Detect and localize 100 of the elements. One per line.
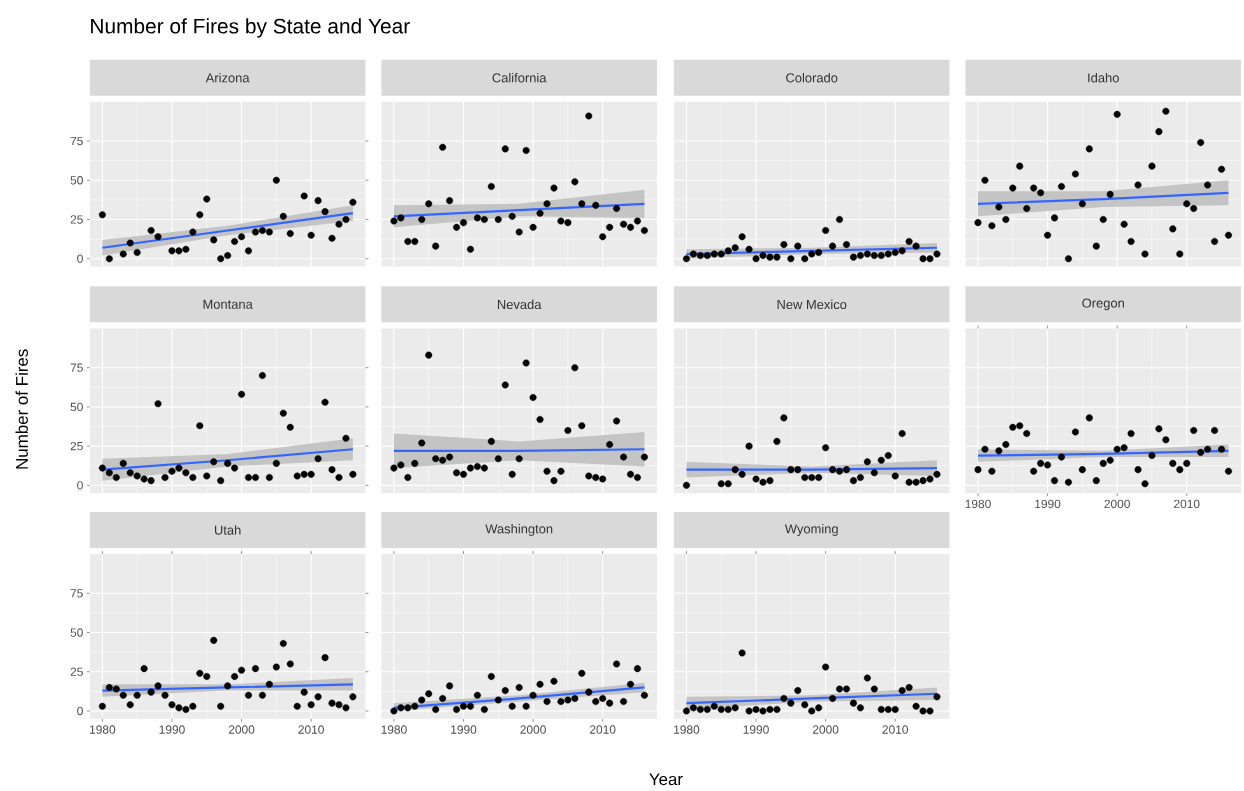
point [238, 233, 246, 241]
point [175, 464, 183, 472]
point [460, 219, 467, 227]
point [1183, 460, 1191, 468]
point [1106, 456, 1114, 464]
point [1197, 139, 1205, 147]
x-tick-label: 2000 [520, 725, 546, 734]
point [154, 233, 162, 241]
point [633, 217, 641, 225]
point [529, 691, 537, 699]
point [905, 238, 913, 246]
point [787, 466, 795, 474]
y-axis-title: Number of Fires [15, 349, 28, 469]
point [342, 704, 350, 712]
point [390, 464, 398, 472]
point [773, 438, 781, 446]
point [210, 458, 218, 466]
point [870, 252, 878, 260]
chart-title: California [492, 73, 547, 83]
point [349, 198, 357, 206]
point [105, 469, 113, 477]
point [314, 693, 322, 701]
y-tick-label: 25 [70, 215, 83, 224]
point [717, 250, 725, 258]
x-tick-label: 2010 [1174, 499, 1200, 509]
point [633, 665, 641, 673]
point [703, 706, 711, 714]
point [564, 219, 572, 227]
point [418, 216, 426, 224]
point [300, 471, 308, 478]
point [1211, 238, 1219, 246]
chart-title: Utah [214, 525, 241, 535]
point [390, 707, 398, 715]
point [251, 474, 259, 482]
point [279, 640, 287, 648]
point [522, 702, 530, 710]
x-tick-label: 2010 [882, 725, 909, 734]
point [404, 238, 412, 246]
point [411, 460, 419, 468]
point [328, 234, 336, 242]
point [494, 696, 502, 704]
point [1225, 231, 1232, 239]
point [815, 474, 823, 482]
point [1051, 477, 1059, 485]
point [557, 217, 565, 225]
point [822, 663, 830, 671]
point [822, 227, 830, 235]
chart-title: Wyoming [784, 524, 838, 537]
point [815, 249, 823, 257]
point [425, 200, 433, 208]
point [272, 663, 280, 671]
point [585, 472, 593, 480]
point [494, 216, 502, 224]
point [522, 359, 530, 367]
point [1023, 430, 1031, 438]
point [418, 439, 426, 447]
point [974, 219, 982, 227]
point [606, 441, 614, 449]
point [571, 364, 579, 372]
point [578, 669, 586, 677]
point [133, 249, 141, 257]
point [466, 464, 474, 472]
point [1148, 452, 1156, 460]
point [1197, 449, 1205, 457]
point [439, 143, 447, 151]
point [682, 255, 690, 263]
point [1134, 466, 1142, 474]
point [1099, 460, 1107, 468]
point [995, 203, 1003, 211]
point [640, 227, 648, 235]
point [300, 688, 308, 696]
point [599, 475, 607, 483]
point [175, 247, 183, 255]
point [543, 467, 551, 475]
point [884, 250, 892, 258]
point [515, 455, 523, 463]
point [926, 475, 934, 483]
point [585, 112, 593, 120]
point [808, 707, 816, 715]
point [460, 471, 467, 478]
point [571, 178, 579, 186]
point [432, 455, 440, 463]
x-tick-label: 2000 [228, 725, 255, 734]
point [613, 205, 621, 213]
x-tick-label: 1980 [965, 499, 991, 509]
point [466, 702, 474, 710]
point [606, 223, 614, 231]
point [189, 228, 197, 236]
point [529, 223, 537, 231]
text: Number of Fires by State and Year [91, 18, 410, 38]
point [780, 414, 788, 422]
point [196, 422, 204, 430]
point [328, 466, 336, 474]
point [578, 200, 586, 208]
point [564, 427, 572, 435]
point [411, 702, 419, 710]
point [808, 250, 816, 258]
point [342, 216, 350, 224]
point [1218, 165, 1226, 173]
point [258, 691, 266, 699]
